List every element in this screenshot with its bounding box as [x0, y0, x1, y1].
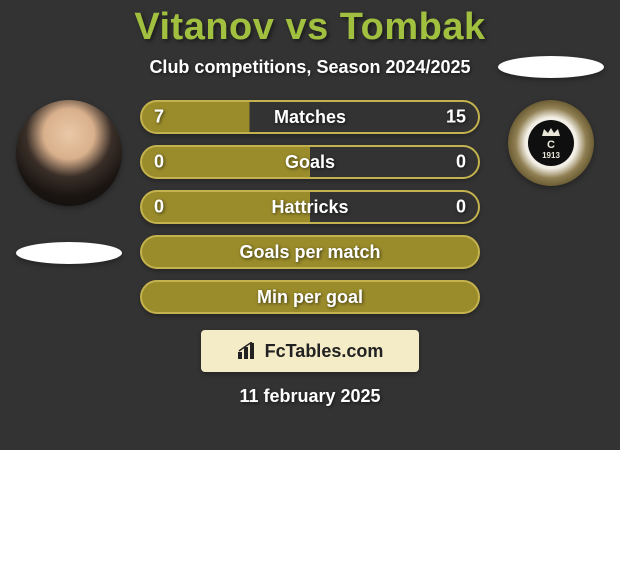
page-title: Vitanov vs Tombak	[0, 0, 620, 49]
stat-value-right: 0	[456, 197, 466, 218]
stat-label: Goals	[285, 152, 335, 173]
club-badge-right-inner: C 1913	[528, 120, 574, 166]
badge-letter: C	[547, 140, 555, 151]
stat-row-hattricks: Hattricks 0 0	[140, 190, 480, 224]
stat-value-left: 0	[154, 152, 164, 173]
crown-icon	[541, 127, 561, 137]
player-photo-left	[16, 100, 122, 206]
left-player-column	[4, 100, 134, 264]
stat-label: Goals per match	[239, 242, 380, 263]
columns-wrap: Matches 7 15 Goals 0 0 Hattricks 0 0 Goals per ma…	[0, 100, 620, 314]
whitespace-below	[0, 450, 620, 580]
stat-value-left: 7	[154, 107, 164, 128]
comparison-card: Vitanov vs Tombak Club competitions, Sea…	[0, 0, 620, 450]
date-text: 11 february 2025	[0, 386, 620, 407]
stat-label: Matches	[274, 107, 346, 128]
stat-row-goals-per-match: Goals per match	[140, 235, 480, 269]
bar-chart-icon	[237, 342, 259, 360]
stat-label: Hattricks	[271, 197, 348, 218]
stats-column: Matches 7 15 Goals 0 0 Hattricks 0 0 Goals per ma…	[134, 100, 486, 314]
fctables-label: FcTables.com	[265, 341, 384, 362]
stat-value-right: 15	[446, 107, 466, 128]
stat-value-left: 0	[154, 197, 164, 218]
club-badge-right: C 1913	[508, 100, 594, 186]
fctables-badge[interactable]: FcTables.com	[201, 330, 419, 372]
right-player-column: C 1913	[486, 100, 616, 186]
stat-value-right: 0	[456, 152, 466, 173]
club-badge-left	[16, 242, 122, 264]
stat-row-min-per-goal: Min per goal	[140, 280, 480, 314]
stat-label: Min per goal	[257, 287, 363, 308]
stat-row-matches: Matches 7 15	[140, 100, 480, 134]
badge-year: 1913	[542, 152, 560, 160]
stat-row-goals: Goals 0 0	[140, 145, 480, 179]
player-photo-right	[498, 56, 604, 78]
